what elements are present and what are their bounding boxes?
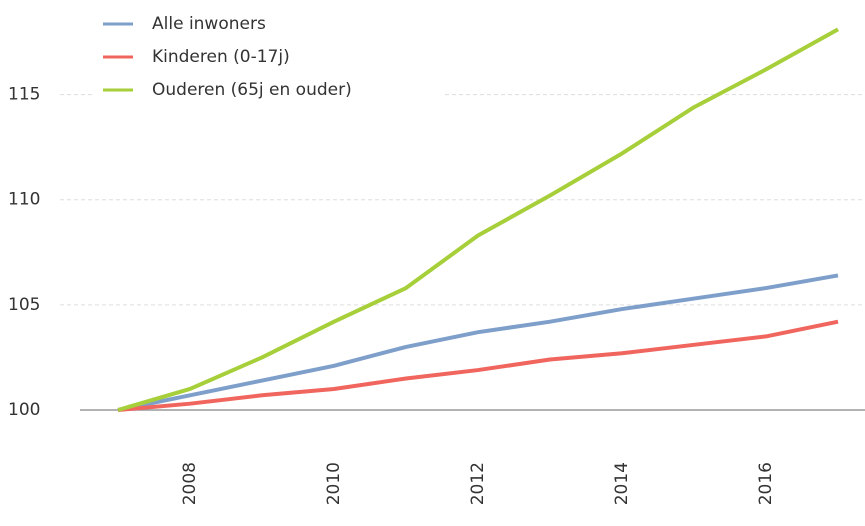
y-tick-label: 100 — [8, 400, 40, 420]
line-series — [117, 273, 839, 412]
x-tick-label: 2008 — [180, 462, 200, 505]
legend-label: Ouderen (65j en ouder) — [152, 80, 352, 100]
y-tick-label: 110 — [8, 190, 40, 210]
legend-background — [95, 5, 445, 105]
legend-label: Alle inwoners — [152, 14, 266, 34]
legend-label: Kinderen (0-17j) — [152, 47, 290, 67]
x-tick-label: 2010 — [324, 462, 344, 505]
line-series — [117, 27, 839, 412]
x-tick-label: 2012 — [468, 462, 488, 505]
x-tick-label: 2014 — [612, 462, 632, 505]
y-tick-label: 105 — [8, 295, 40, 315]
y-tick-label: 115 — [8, 85, 40, 105]
x-tick-label: 2016 — [756, 462, 776, 505]
line-series — [117, 319, 839, 412]
legend: Alle inwoners Kinderen (0-17j) Ouderen (65… — [95, 5, 445, 105]
